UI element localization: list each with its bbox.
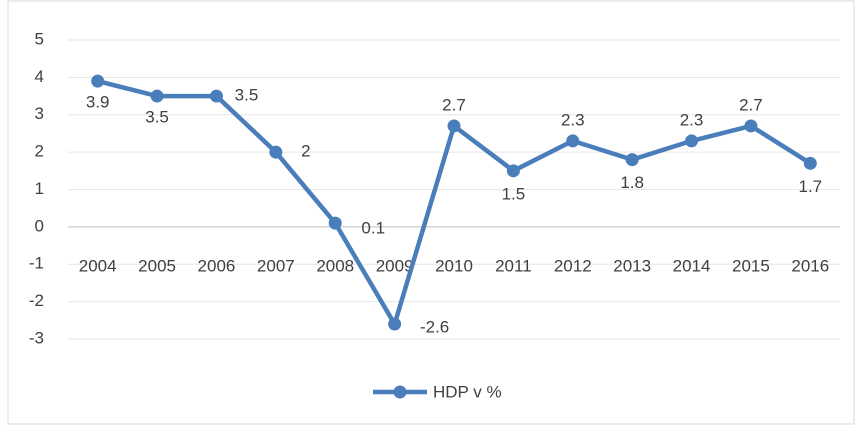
data-label: 3.9 [86, 93, 110, 112]
x-tick-label: 2008 [316, 256, 354, 275]
marker [328, 216, 342, 230]
y-tick-label: -2 [29, 291, 44, 310]
marker [744, 119, 758, 133]
marker [685, 134, 699, 148]
marker [91, 74, 105, 88]
x-tick-label: 2012 [554, 256, 592, 275]
x-tick-label: 2010 [435, 256, 473, 275]
data-label: 3.5 [235, 86, 259, 105]
data-label: 1.5 [502, 184, 526, 203]
marker [447, 119, 461, 133]
x-tick-label: 2015 [732, 256, 770, 275]
marker [209, 89, 223, 103]
marker [803, 156, 817, 170]
data-label: 2.3 [561, 110, 585, 129]
marker [269, 145, 283, 159]
marker [388, 317, 402, 331]
x-tick-label: 2013 [613, 256, 651, 275]
data-label: 0.1 [361, 219, 385, 238]
data-label: 3.5 [145, 108, 169, 127]
y-tick-label: 5 [35, 29, 44, 48]
data-label: 2.7 [442, 95, 466, 114]
x-tick-label: 2007 [257, 256, 295, 275]
marker [625, 153, 639, 167]
data-label: 2 [301, 142, 310, 161]
data-label: -2.6 [420, 318, 449, 337]
x-tick-label: 2005 [138, 256, 176, 275]
chart-frame [7, 0, 855, 425]
x-tick-label: 2009 [376, 256, 414, 275]
y-tick-label: 4 [35, 67, 44, 86]
marker [150, 89, 164, 103]
y-tick-label: 1 [35, 179, 44, 198]
x-tick-label: 2004 [79, 256, 117, 275]
x-tick-label: 2006 [198, 256, 236, 275]
data-label: 2.7 [739, 95, 763, 114]
y-tick-label: 3 [35, 104, 44, 123]
x-tick-label: 2014 [673, 256, 711, 275]
data-label: 2.3 [680, 110, 704, 129]
y-tick-label: -3 [29, 328, 44, 347]
data-label: 1.8 [620, 173, 644, 192]
marker [506, 164, 520, 178]
y-tick-label: 0 [35, 216, 44, 235]
x-tick-label: 2011 [495, 256, 532, 275]
x-tick-label: 2016 [791, 256, 829, 275]
y-tick-label: 2 [35, 142, 44, 161]
legend-label: HDP v % [433, 382, 502, 401]
marker [566, 134, 580, 148]
data-label: 1.7 [798, 177, 822, 196]
y-tick-label: -1 [29, 254, 44, 273]
legend-marker [393, 385, 407, 399]
